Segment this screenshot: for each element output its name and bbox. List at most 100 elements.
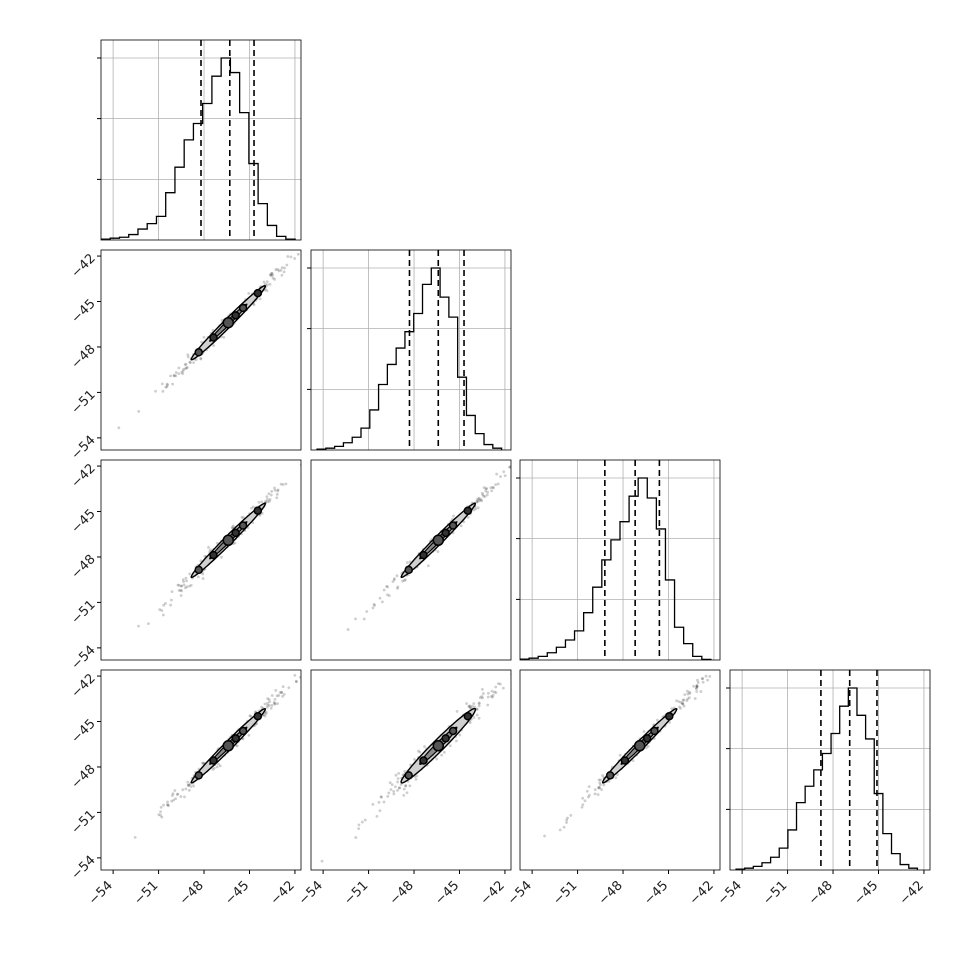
scatter-point xyxy=(477,701,481,705)
scatter-point xyxy=(381,600,384,604)
density-blob xyxy=(253,711,263,721)
y-tick-label: −48 xyxy=(69,762,99,792)
scatter-point xyxy=(593,788,597,792)
density-blob xyxy=(209,550,218,560)
scatter-point xyxy=(270,694,274,697)
scatter-point xyxy=(408,560,412,564)
scatter-point xyxy=(279,482,283,486)
scatter-point xyxy=(240,516,244,519)
scatter-point xyxy=(180,584,184,588)
scatter-point xyxy=(599,778,603,782)
scatter-point xyxy=(480,491,484,495)
panel-frame xyxy=(519,459,721,661)
scatter-point xyxy=(482,494,486,498)
scatter-point xyxy=(696,678,699,682)
scatter-point xyxy=(394,773,398,777)
scatter-point xyxy=(408,784,412,788)
scatter-point xyxy=(373,603,376,607)
scatter-point xyxy=(695,687,698,691)
scatter-point xyxy=(159,810,162,814)
scatter-point xyxy=(281,694,285,698)
scatter-point xyxy=(597,786,601,789)
scatter-point xyxy=(679,706,682,710)
scatter-point xyxy=(379,795,383,799)
scatter-point xyxy=(476,499,480,503)
scatter-point xyxy=(268,282,272,286)
hist-panel-1 xyxy=(311,250,511,450)
scatter-point xyxy=(188,361,192,365)
x-tick-label: −54 xyxy=(505,878,535,908)
scatter-point xyxy=(395,574,399,578)
density-blob xyxy=(605,771,615,780)
hist-panel-2 xyxy=(520,460,720,660)
scatter-point xyxy=(490,694,493,698)
scatter-point xyxy=(357,827,361,831)
scatter-point xyxy=(440,753,444,757)
density-blob xyxy=(650,726,659,736)
scatter-point xyxy=(486,695,490,699)
scatter-point xyxy=(677,700,681,703)
scatter-point xyxy=(269,493,273,497)
scatter-point xyxy=(172,374,176,377)
x-tick-label: −45 xyxy=(222,878,252,908)
scatter-point xyxy=(268,273,272,277)
scatter-point xyxy=(278,691,282,694)
scatter-point xyxy=(417,749,420,753)
density-blob xyxy=(448,726,458,736)
scatter-point xyxy=(177,372,181,376)
scatter-point xyxy=(587,795,590,799)
density-blob xyxy=(231,528,240,538)
scatter-point xyxy=(218,764,222,768)
scatter-point xyxy=(275,496,279,500)
scatter-point xyxy=(491,695,494,699)
scatter-panel-1-0 xyxy=(117,252,300,430)
scatter-point xyxy=(510,673,511,676)
scatter-point xyxy=(265,283,269,287)
scatter-point xyxy=(284,482,288,486)
scatter-point xyxy=(177,583,181,587)
scatter-point xyxy=(186,355,190,359)
scatter-point xyxy=(180,589,183,593)
scatter-point xyxy=(185,579,188,583)
scatter-point xyxy=(565,818,569,822)
scatter-point xyxy=(301,475,304,478)
scatter-point xyxy=(247,733,251,737)
scatter-point xyxy=(402,579,406,582)
scatter-point xyxy=(248,714,252,718)
scatter-point xyxy=(720,664,723,667)
density-blob xyxy=(209,333,218,342)
scatter-point xyxy=(182,583,186,587)
scatter-point xyxy=(685,699,689,702)
scatter-point xyxy=(264,712,268,716)
scatter-point xyxy=(470,704,474,708)
x-tick-label: −54 xyxy=(296,878,326,908)
scatter-point xyxy=(183,363,187,367)
density-blob xyxy=(463,711,473,721)
scatter-point xyxy=(176,583,180,587)
panel-frame xyxy=(729,669,931,871)
scatter-point xyxy=(459,524,463,528)
scatter-point xyxy=(692,684,696,688)
scatter-point xyxy=(169,374,172,378)
scatter-point xyxy=(580,805,584,809)
scatter-point xyxy=(249,506,253,510)
panel-frame xyxy=(310,249,512,451)
scatter-point xyxy=(176,792,180,796)
scatter-point xyxy=(273,702,277,706)
scatter-point xyxy=(298,675,301,679)
density-blob xyxy=(238,303,248,313)
scatter-point xyxy=(681,701,684,705)
scatter-point xyxy=(185,585,189,589)
panel-frame xyxy=(519,669,721,871)
scatter-point xyxy=(601,774,605,777)
scatter-point xyxy=(413,757,416,761)
scatter-point xyxy=(484,487,488,491)
scatter-point xyxy=(263,282,267,286)
scatter-point xyxy=(382,800,386,804)
scatter-point xyxy=(162,803,165,807)
scatter-point xyxy=(402,787,406,791)
scatter-panel-2-0 xyxy=(137,463,304,628)
scatter-point xyxy=(280,690,284,694)
scatter-point xyxy=(695,683,699,687)
